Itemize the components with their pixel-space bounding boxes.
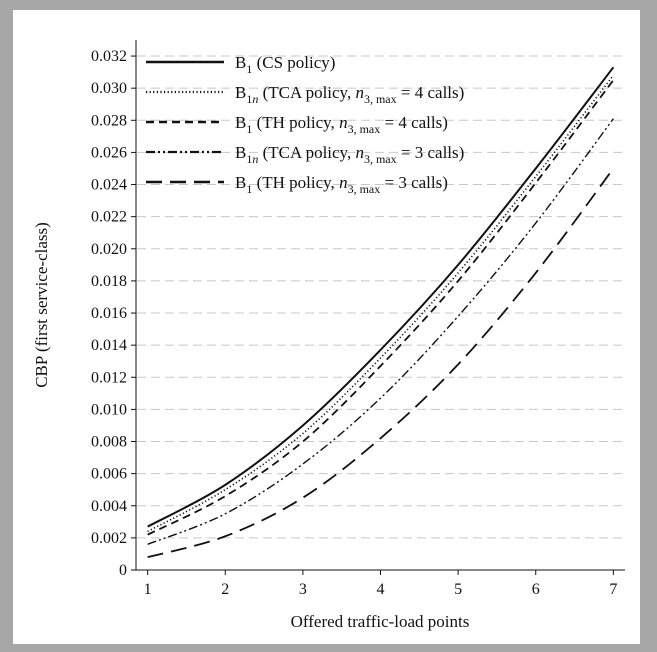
series-line-1 xyxy=(147,66,615,528)
x-tick-label: 5 xyxy=(454,581,462,598)
series-line-3 xyxy=(147,79,615,536)
x-tick-label: 1 xyxy=(144,581,152,598)
ticks-layer: 0 0.002 0.004 0.006 0.008 0.010 0.012 0.014 0.01… xyxy=(91,48,617,598)
series-line-2 xyxy=(147,74,614,533)
x-axis-label: Offered traffic-load points xyxy=(291,612,470,631)
x-tick-label: 3 xyxy=(299,581,307,598)
y-tick-label: 0.012 xyxy=(91,369,127,386)
grid-layer xyxy=(137,55,625,539)
cbp-line-chart: 0 0.002 0.004 0.006 0.008 0.010 0.012 0.014 0.01… xyxy=(32,40,625,631)
y-tick-label: 0.008 xyxy=(91,434,127,451)
y-tick-label: 0.026 xyxy=(91,144,127,161)
legend: B1 (CS policy) B1n (TCA policy, n3, max =… xyxy=(146,53,464,196)
legend-label-3: B1 (TH policy, n3, max = 4 calls) xyxy=(235,113,448,136)
y-tick-label: 0.032 xyxy=(91,48,127,65)
legend-label-2: B1n (TCA policy, n3, max = 4 calls) xyxy=(235,83,464,106)
y-tick-label: 0.002 xyxy=(91,530,127,547)
x-tick-label: 2 xyxy=(221,581,229,598)
y-tick-label: 0.028 xyxy=(91,112,127,129)
x-tick-label: 7 xyxy=(609,581,617,598)
y-tick-label: 0.020 xyxy=(91,241,127,258)
chart-frame: 0 0.002 0.004 0.006 0.008 0.010 0.012 0.014 0.01… xyxy=(13,10,640,644)
series-line-4 xyxy=(147,118,614,545)
series-line-5 xyxy=(147,167,615,559)
y-tick-label: 0.004 xyxy=(91,498,127,515)
x-tick-label: 4 xyxy=(377,581,385,598)
legend-label-4: B1n (TCA policy, n3, max = 3 calls) xyxy=(235,143,464,166)
y-tick-label: 0.014 xyxy=(91,337,127,354)
y-tick-label: 0.030 xyxy=(91,80,127,97)
series-layer xyxy=(147,66,615,559)
y-tick-label: 0.022 xyxy=(91,209,127,226)
y-tick-label: 0.018 xyxy=(91,273,127,290)
y-axis-label: CBP (first service-class) xyxy=(32,222,51,388)
y-tick-label: 0.010 xyxy=(91,401,127,418)
y-tick-label: 0.016 xyxy=(91,305,127,322)
legend-label-5: B1 (TH policy, n3, max = 3 calls) xyxy=(235,173,448,196)
y-tick-label: 0 xyxy=(119,562,127,579)
y-tick-label: 0.006 xyxy=(91,466,127,483)
legend-label-1: B1 (CS policy) xyxy=(235,53,335,76)
x-tick-label: 6 xyxy=(532,581,540,598)
y-tick-label: 0.024 xyxy=(91,177,127,194)
